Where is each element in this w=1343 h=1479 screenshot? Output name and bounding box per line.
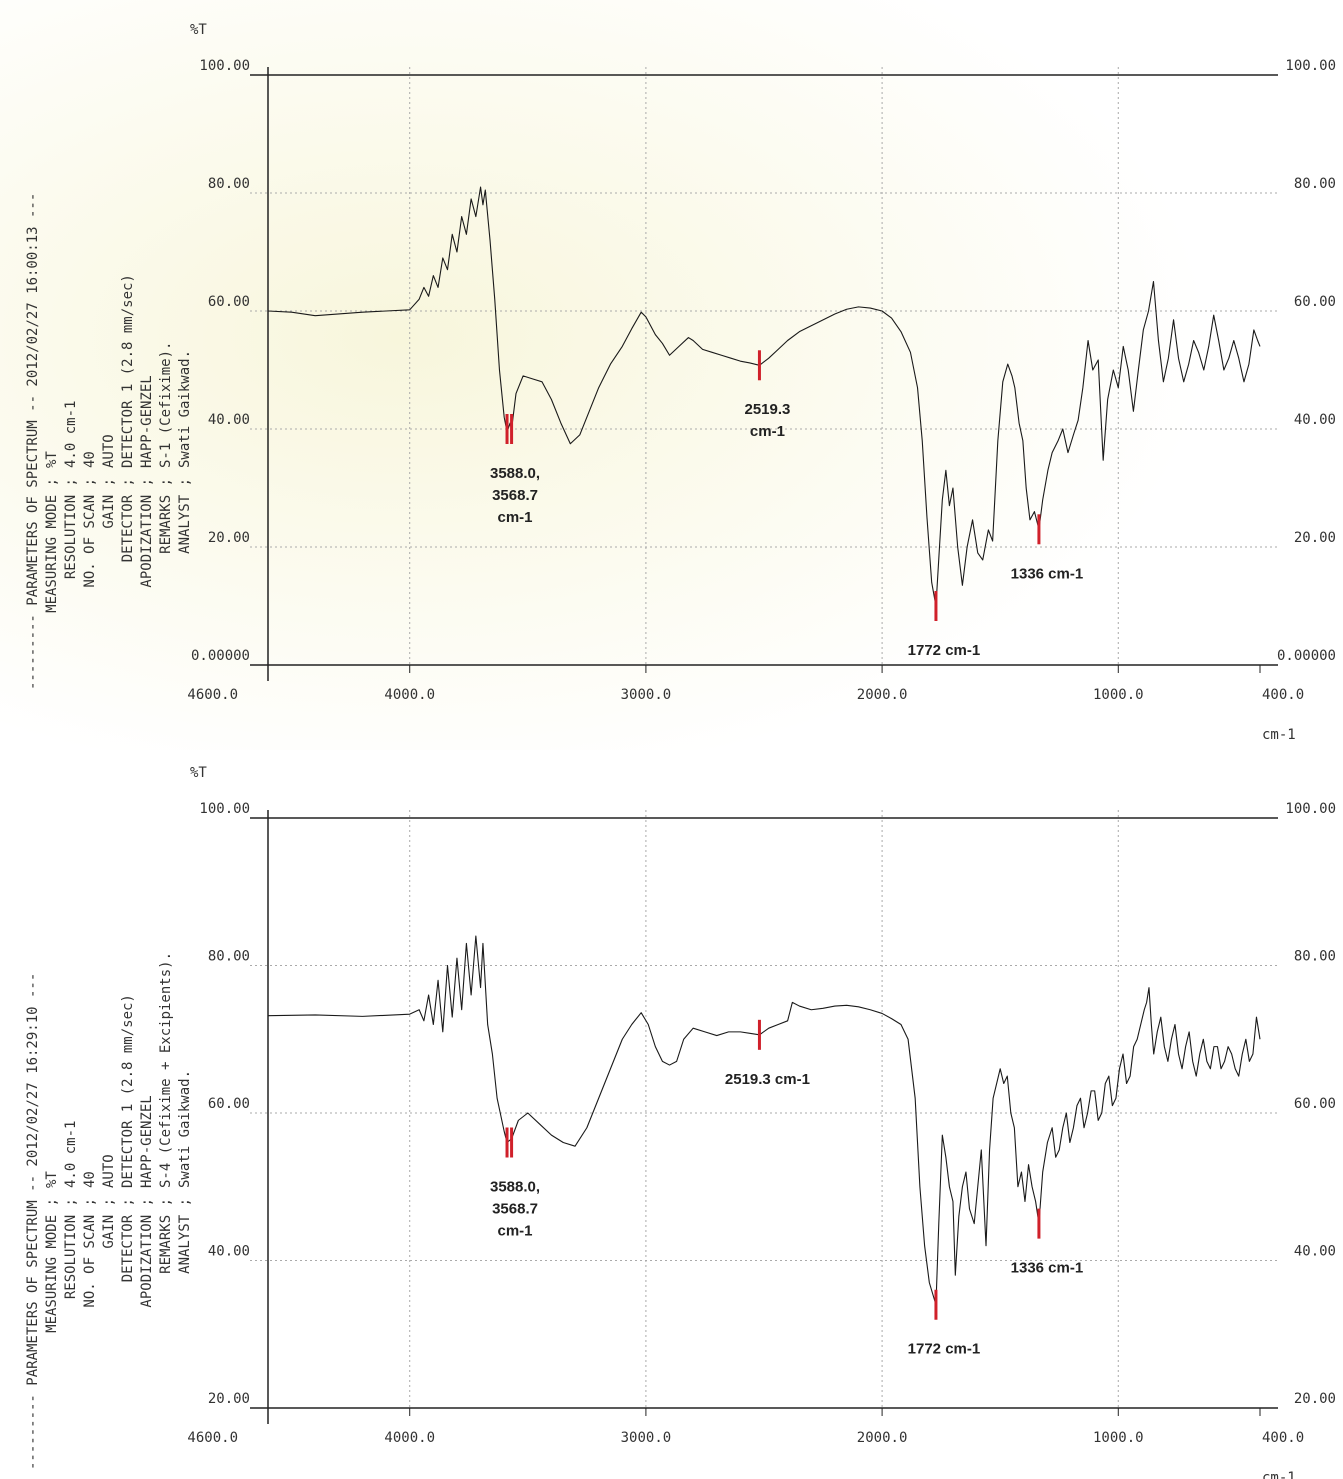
peak-marker	[510, 1127, 514, 1158]
y-tick-label-right: 100.00	[1285, 58, 1336, 74]
peak-label: 2519.3	[744, 401, 790, 418]
parameter-label: DETECTOR ;	[120, 478, 136, 562]
spectrum-line	[267, 935, 1261, 1306]
peak-label: 3568.7	[492, 1200, 538, 1217]
peak-marker	[510, 414, 514, 444]
x-tick-label: 4000.0	[384, 687, 435, 703]
parameter-value: 40	[82, 1171, 98, 1188]
parameter-value: S-1 (Cefixime).	[158, 342, 174, 468]
peak-label: cm-1	[750, 423, 785, 440]
y-tick-label-right: 20.00	[1294, 530, 1336, 546]
peak-marker	[934, 1289, 938, 1320]
parameter-value: DETECTOR 1 (2.8 mm/sec)	[120, 994, 136, 1188]
parameter-label: RESOLUTION ;	[63, 1198, 79, 1299]
x-tick-label: 1000.0	[1093, 687, 1144, 703]
x-tick-label: 400.0	[1262, 1430, 1304, 1446]
spectrum-line	[267, 186, 1261, 607]
parameter-label: REMARKS ;	[158, 478, 174, 554]
parameter-value: 40	[82, 451, 98, 468]
parameter-value: DETECTOR 1 (2.8 mm/sec)	[120, 274, 136, 468]
peak-label: 1336 cm-1	[1011, 565, 1084, 582]
parameter-label: NO. OF SCAN ;	[82, 478, 98, 588]
x-tick-label: 400.0	[1262, 687, 1304, 703]
y-tick-label-right: 20.00	[1294, 1391, 1336, 1407]
y-tick-label-right: 60.00	[1294, 1096, 1336, 1112]
peak-label: cm-1	[498, 1222, 533, 1239]
parameter-label: APODIZATION ;	[139, 1198, 155, 1308]
peak-label: 3568.7	[492, 487, 538, 504]
y-tick-label: 20.00	[208, 530, 250, 546]
peak-marker	[757, 350, 761, 381]
y-tick-label-right: 40.00	[1294, 412, 1336, 428]
peak-label: 1336 cm-1	[1011, 1260, 1084, 1277]
parameter-value: AUTO	[101, 434, 117, 468]
parameters-title: --------- PARAMETERS OF SPECTRUM -- 2012…	[25, 973, 41, 1470]
parameter-label: NO. OF SCAN ;	[82, 1198, 98, 1308]
parameter-label: ANALYST ;	[177, 1198, 193, 1274]
peak-marker	[757, 1019, 761, 1050]
y-tick-label: 100.00	[199, 801, 250, 817]
peak-label: 1772 cm-1	[908, 1341, 981, 1358]
y-tick-label: 80.00	[208, 949, 250, 965]
y-tick-label-right: 40.00	[1294, 1244, 1336, 1260]
peak-marker	[1037, 514, 1041, 545]
peak-label: 2519.3 cm-1	[725, 1071, 810, 1088]
parameter-label: GAIN ;	[101, 478, 117, 529]
y-tick-label-right: 80.00	[1294, 176, 1336, 192]
x-tick-label: 4600.0	[187, 687, 238, 703]
peak-marker	[505, 414, 509, 444]
parameter-label: DETECTOR ;	[120, 1198, 136, 1282]
x-tick-label: 1000.0	[1093, 1430, 1144, 1446]
peak-label: 3588.0,	[490, 465, 540, 482]
peak-marker	[1037, 1208, 1041, 1239]
parameter-value: 4.0 cm-1	[63, 1121, 79, 1188]
parameters-title: --------- PARAMETERS OF SPECTRUM -- 2012…	[25, 193, 41, 690]
parameter-value: %T	[44, 451, 60, 468]
y-tick-label: 20.00	[208, 1391, 250, 1407]
peak-label: 1772 cm-1	[908, 642, 981, 659]
parameter-label: GAIN ;	[101, 1198, 117, 1249]
parameter-value: 4.0 cm-1	[63, 401, 79, 468]
y-tick-label: 80.00	[208, 176, 250, 192]
y-tick-label: 40.00	[208, 412, 250, 428]
y-tick-label-right: 60.00	[1294, 294, 1336, 310]
parameter-label: RESOLUTION ;	[63, 478, 79, 579]
x-axis-label: cm-1	[1262, 1470, 1296, 1479]
parameter-value: Swati Gaikwad.	[177, 350, 193, 468]
parameter-value: HAPP-GENZEL	[139, 375, 155, 468]
y-tick-label-right: 0.00000	[1277, 648, 1336, 664]
x-tick-label: 3000.0	[621, 687, 672, 703]
parameter-label: APODIZATION ;	[139, 478, 155, 588]
paper-tint	[0, 0, 1343, 750]
y-tick-label-right: 80.00	[1294, 949, 1336, 965]
parameter-value: AUTO	[101, 1154, 117, 1188]
parameter-label: REMARKS ;	[158, 1198, 174, 1274]
y-tick-label: 0.00000	[191, 648, 250, 664]
parameter-label: MEASURING MODE ;	[44, 478, 60, 613]
y-axis-label: %T	[190, 22, 207, 38]
parameter-value: S-4 (Cefixime + Excipients).	[158, 952, 174, 1188]
peak-label: cm-1	[498, 509, 533, 526]
y-tick-label: 60.00	[208, 294, 250, 310]
x-tick-label: 2000.0	[857, 687, 908, 703]
peak-marker	[505, 1127, 509, 1158]
parameter-label: MEASURING MODE ;	[44, 1198, 60, 1333]
parameter-label: ANALYST ;	[177, 478, 193, 554]
x-tick-label: 2000.0	[857, 1430, 908, 1446]
x-tick-label: 4600.0	[187, 1430, 238, 1446]
x-tick-label: 4000.0	[384, 1430, 435, 1446]
peak-label: 3588.0,	[490, 1178, 540, 1195]
y-tick-label-right: 100.00	[1285, 801, 1336, 817]
y-tick-label: 40.00	[208, 1244, 250, 1260]
y-axis-label: %T	[190, 765, 207, 781]
parameter-value: %T	[44, 1171, 60, 1188]
y-tick-label: 100.00	[199, 58, 250, 74]
x-axis-label: cm-1	[1262, 727, 1296, 743]
y-tick-label: 60.00	[208, 1096, 250, 1112]
parameter-value: Swati Gaikwad.	[177, 1070, 193, 1188]
peak-marker	[934, 591, 938, 621]
parameter-value: HAPP-GENZEL	[139, 1095, 155, 1188]
x-tick-label: 3000.0	[621, 1430, 672, 1446]
